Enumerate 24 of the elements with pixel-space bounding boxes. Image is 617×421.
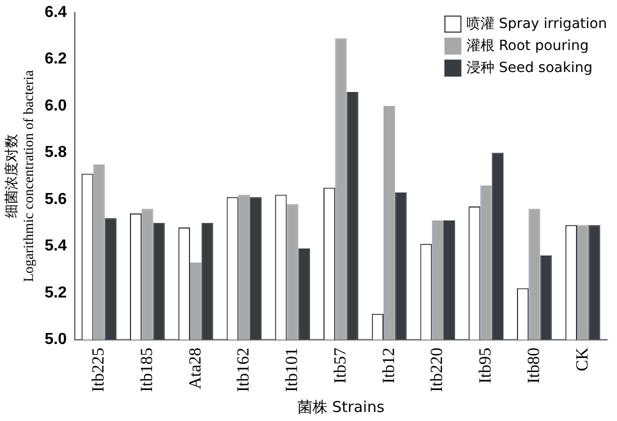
y-tick-label: 5.6 [44, 190, 67, 208]
x-tick-label: Itb225 [88, 348, 108, 392]
x-tick-label: Itb220 [427, 348, 446, 392]
y-tick-label: 5.2 [44, 284, 67, 302]
y-tick-label: 6.0 [44, 97, 67, 114]
y-tick-label: 6.4 [44, 4, 67, 22]
x-tick-label: Itb101 [282, 348, 302, 392]
x-tick-label: Itb80 [524, 348, 543, 384]
x-tick-label: Itb162 [234, 348, 253, 392]
x-tick-label: CK [572, 346, 592, 372]
x-tick-label: Itb12 [378, 348, 398, 384]
y-tick-label: 6.2 [44, 50, 67, 68]
legend-label: 浸种 Seed soaking [466, 60, 592, 76]
x-tick-label: Itb57 [330, 347, 350, 384]
x-tick-label: Itb95 [476, 348, 495, 384]
x-tick-label: Ata28 [185, 348, 204, 390]
y-tick-label: 5.8 [44, 144, 67, 162]
y-axis-title: 细菌浓度对数 Logarithmic concentration of bacteria [4, 69, 37, 282]
legend-label: 喷灌 Spray irrigation [466, 16, 608, 32]
legend-label: 灌根 Root pouring [466, 38, 589, 54]
y-tick-label: 5.0 [44, 331, 67, 348]
x-tick-label: Itb185 [136, 348, 156, 392]
x-axis-title: 菌株 Strains [297, 398, 385, 416]
y-tick-label: 5.4 [44, 238, 67, 255]
